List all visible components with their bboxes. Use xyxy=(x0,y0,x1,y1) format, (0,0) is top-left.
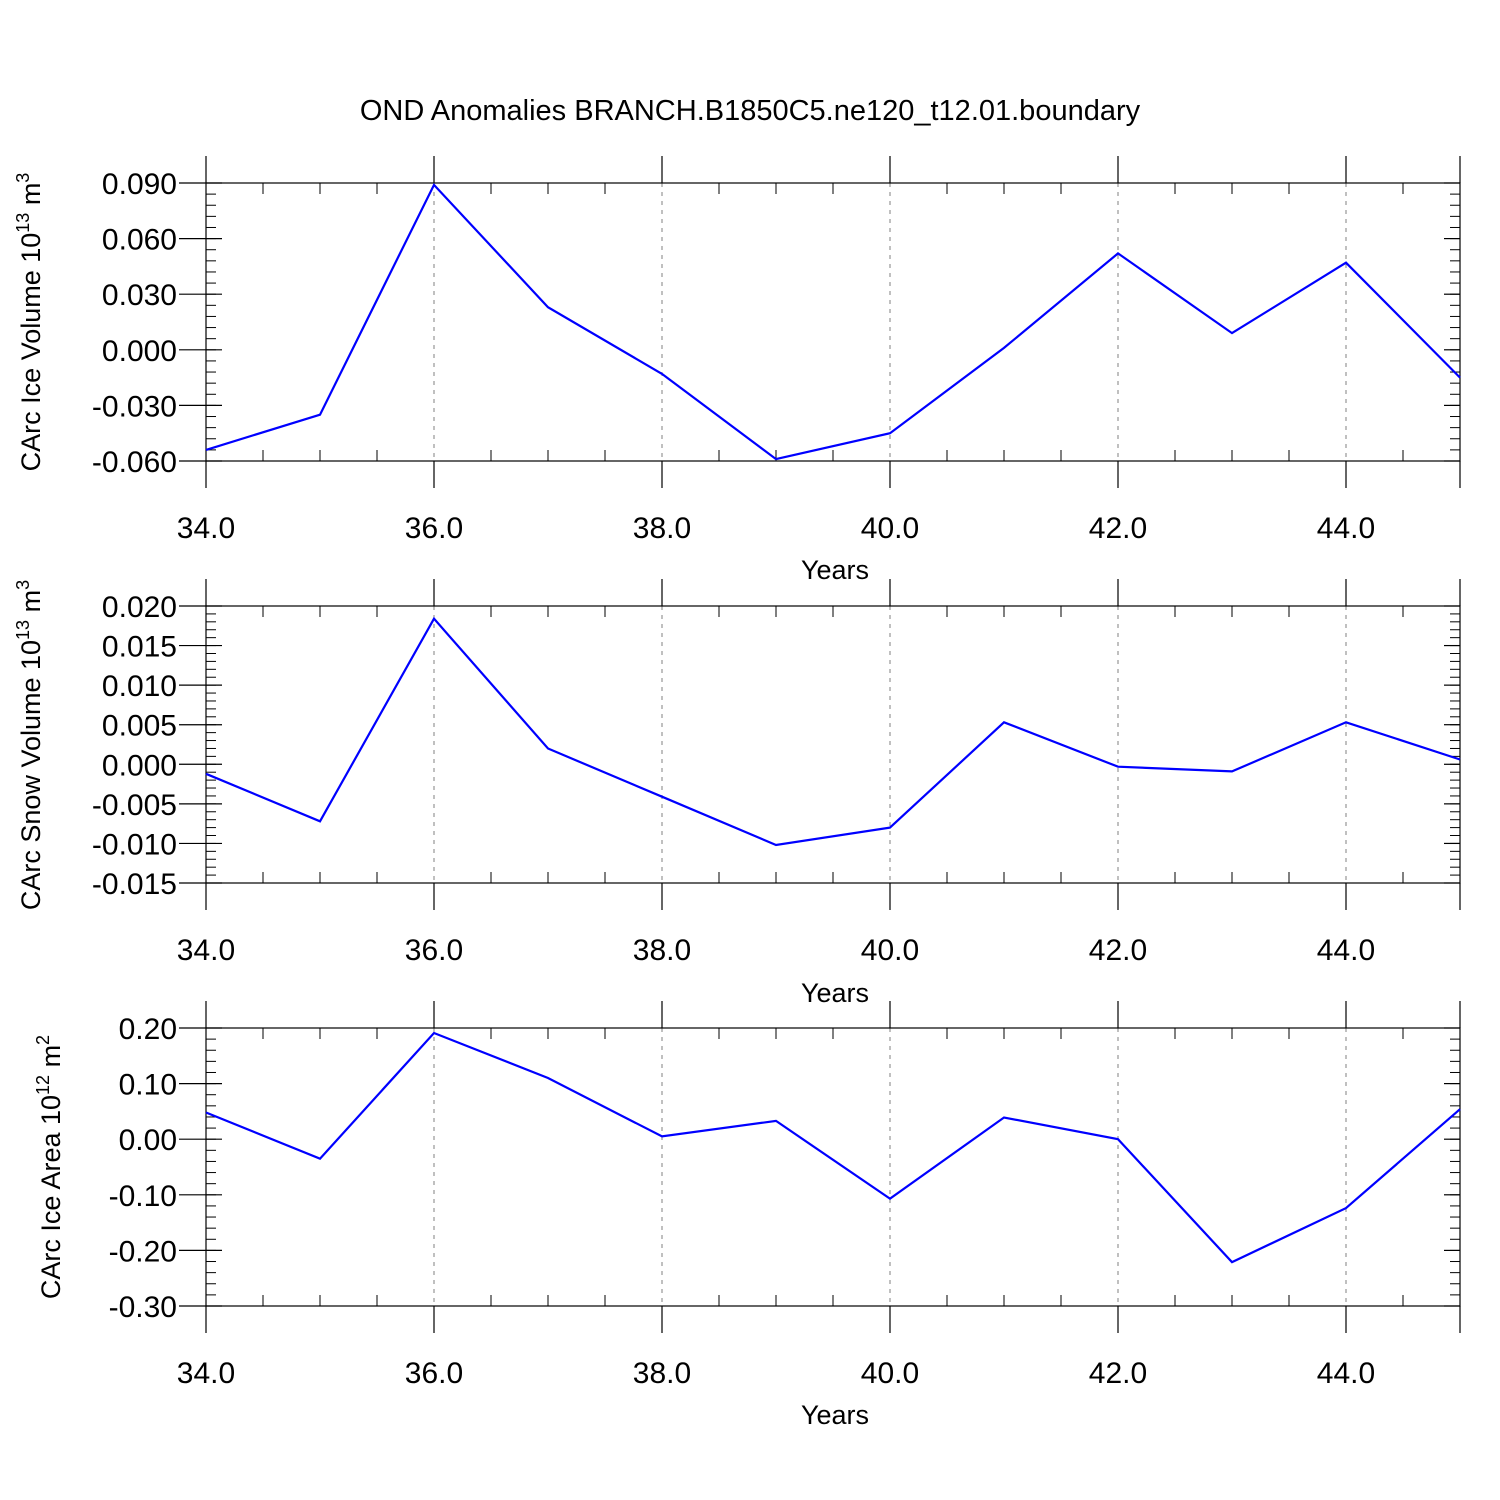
y-tick-label: 0.005 xyxy=(102,710,177,743)
y-axis-label-text: m xyxy=(36,1045,66,1075)
y-tick-label: 0.030 xyxy=(102,279,177,312)
y-tick-label: 0.090 xyxy=(102,168,177,201)
y-axis-label-text: CArc Ice Area 10 xyxy=(36,1095,66,1299)
x-tick-label: 42.0 xyxy=(1089,1357,1147,1390)
y-axis-label-text: m xyxy=(16,183,46,213)
y-tick-label: 0.020 xyxy=(102,591,177,624)
y-axis-label-superscript: 3 xyxy=(13,173,33,183)
y-tick-label: 0.060 xyxy=(102,224,177,257)
x-tick-label: 38.0 xyxy=(633,1357,691,1390)
x-tick-label: 42.0 xyxy=(1089,934,1147,967)
y-tick-label: -0.030 xyxy=(92,390,177,423)
y-axis-label-superscript: 2 xyxy=(33,1035,53,1045)
y-axis-label: CArc Ice Volume 1013 m3 xyxy=(13,173,46,472)
y-tick-label: -0.30 xyxy=(109,1291,177,1324)
plot-frame xyxy=(205,1027,1461,1307)
y-axis-label: CArc Ice Area 1012 m2 xyxy=(33,1035,66,1299)
x-tick-label: 38.0 xyxy=(633,512,691,545)
x-tick-label: 36.0 xyxy=(405,1357,463,1390)
y-tick-label: -0.005 xyxy=(92,789,177,822)
y-axis-label-superscript: 13 xyxy=(13,213,33,233)
x-tick-label: 34.0 xyxy=(177,934,235,967)
ice-volume-panel: -0.060 -0.030 0.000 0.030 0.060 0.090 34.0 36.0… xyxy=(13,156,1461,585)
y-tick-label: 0.015 xyxy=(102,631,177,664)
x-axis-label: Years xyxy=(801,978,869,1008)
y-tick-label: -0.015 xyxy=(92,868,177,901)
y-axis-label-superscript: 12 xyxy=(33,1075,53,1095)
series-line xyxy=(205,182,1461,461)
plot-frame xyxy=(205,605,1461,884)
plot-frame xyxy=(205,182,1461,462)
x-tick-label: 42.0 xyxy=(1089,512,1147,545)
y-tick-label: 0.10 xyxy=(119,1069,177,1102)
y-tick-label: 0.000 xyxy=(102,335,177,368)
y-tick-label: 0.20 xyxy=(119,1013,177,1046)
series-line xyxy=(205,1031,1461,1264)
y-tick-label: 0.010 xyxy=(102,670,177,703)
y-tick-label: 0.000 xyxy=(102,749,177,782)
x-tick-label: 34.0 xyxy=(177,512,235,545)
y-tick-label: -0.20 xyxy=(109,1235,177,1268)
x-tick-label: 38.0 xyxy=(633,934,691,967)
y-tick-label: -0.010 xyxy=(92,828,177,861)
x-tick-label: 44.0 xyxy=(1317,512,1375,545)
y-tick-label: 0.00 xyxy=(119,1124,177,1157)
y-axis-label-superscript: 13 xyxy=(13,620,33,640)
x-tick-label: 40.0 xyxy=(861,1357,919,1390)
snow-volume-panel: -0.015 -0.010 -0.005 0.000 0.005 0.010 0.015 0.… xyxy=(13,579,1461,1008)
y-axis-label-text: m xyxy=(16,590,46,620)
figure-title: OND Anomalies BRANCH.B1850C5.ne120_t12.0… xyxy=(360,95,1141,127)
y-axis-label-text: CArc Snow Volume 10 xyxy=(16,640,46,910)
y-axis-label-superscript: 3 xyxy=(13,580,33,590)
ice-area-panel: -0.30 -0.20 -0.10 0.00 0.10 0.20 34.0 36.0 38.0 4… xyxy=(33,1001,1461,1430)
x-tick-label: 40.0 xyxy=(861,934,919,967)
x-tick-label: 44.0 xyxy=(1317,934,1375,967)
x-tick-label: 36.0 xyxy=(405,512,463,545)
x-tick-label: 40.0 xyxy=(861,512,919,545)
x-tick-label: 34.0 xyxy=(177,1357,235,1390)
x-tick-label: 44.0 xyxy=(1317,1357,1375,1390)
y-tick-label: -0.060 xyxy=(92,446,177,479)
x-axis-label: Years xyxy=(801,555,869,585)
x-tick-label: 36.0 xyxy=(405,934,463,967)
series-line xyxy=(205,616,1461,847)
y-axis-label-text: CArc Ice Volume 10 xyxy=(16,233,46,472)
y-axis-label: CArc Snow Volume 1013 m3 xyxy=(13,580,46,910)
x-axis-label: Years xyxy=(801,1400,869,1430)
y-tick-label: -0.10 xyxy=(109,1180,177,1213)
